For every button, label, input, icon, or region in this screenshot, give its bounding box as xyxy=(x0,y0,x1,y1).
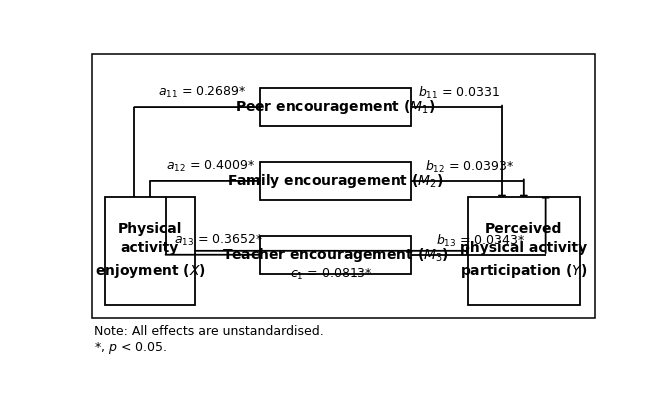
FancyBboxPatch shape xyxy=(260,236,411,274)
Text: *, $p$ < 0.05.: *, $p$ < 0.05. xyxy=(94,340,167,356)
Text: Teacher encouragement ($M_3$): Teacher encouragement ($M_3$) xyxy=(222,246,449,264)
Text: Perceived
physical activity
participation ($Y$): Perceived physical activity participatio… xyxy=(460,222,588,280)
Text: $a_{13}$ = 0.3652*: $a_{13}$ = 0.3652* xyxy=(174,233,263,248)
Text: $a_{11}$ = 0.2689*: $a_{11}$ = 0.2689* xyxy=(158,85,247,100)
Text: $c_{1}$ = 0.0813*: $c_{1}$ = 0.0813* xyxy=(290,267,373,282)
FancyBboxPatch shape xyxy=(468,197,580,305)
Text: $b_{11}$ = 0.0331: $b_{11}$ = 0.0331 xyxy=(418,85,500,101)
Text: Note: All effects are unstandardised.: Note: All effects are unstandardised. xyxy=(94,325,324,338)
Text: $b_{12}$ = 0.0393*: $b_{12}$ = 0.0393* xyxy=(425,159,515,175)
FancyBboxPatch shape xyxy=(105,197,196,305)
Text: $a_{12}$ = 0.4009*: $a_{12}$ = 0.4009* xyxy=(165,159,255,174)
FancyBboxPatch shape xyxy=(260,162,411,200)
Text: $b_{13}$ = 0.0343*: $b_{13}$ = 0.0343* xyxy=(436,233,525,248)
Text: Peer encouragement ($M_1$): Peer encouragement ($M_1$) xyxy=(235,98,436,116)
FancyBboxPatch shape xyxy=(260,88,411,126)
Text: Physical
activity
enjoyment ($X$): Physical activity enjoyment ($X$) xyxy=(94,222,206,280)
Text: Family encouragement ($M_2$): Family encouragement ($M_2$) xyxy=(227,172,444,190)
